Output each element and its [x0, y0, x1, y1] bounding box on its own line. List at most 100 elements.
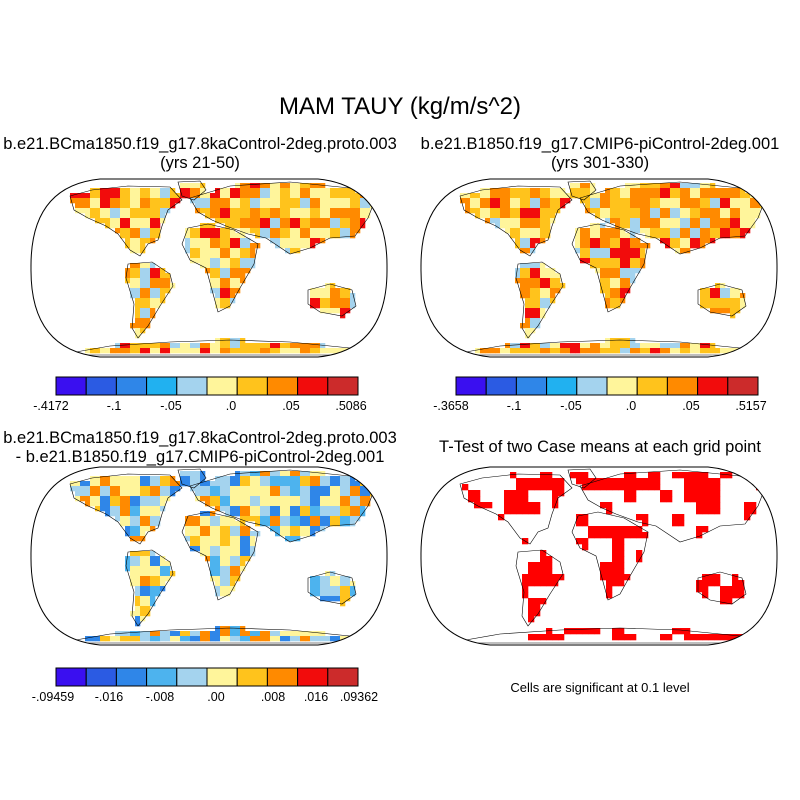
panel-3-case-name: b.e21.BCma1850.f19_g17.8kaControl-2deg.p…	[3, 429, 397, 447]
colorbar-1-box-8	[266, 376, 299, 396]
map-1-coast-australia	[307, 283, 357, 317]
panel-2-title: b.e21.B1850.f19_g17.CMIP6-piControl-2deg…	[400, 135, 800, 173]
colorbar-3-box-1	[55, 667, 87, 687]
colorbar-1-box-10	[327, 376, 359, 396]
colorbar-3-box-6	[206, 667, 238, 687]
map-4-border	[420, 466, 778, 646]
map-1-border	[30, 178, 388, 358]
colorbar-2-box-10	[727, 376, 759, 396]
colorbar-1-label-max: .5086	[335, 399, 366, 413]
colorbar-1-label-0.05: .05	[282, 399, 299, 413]
colorbar-3-box-5	[176, 667, 208, 687]
colorbar-2-label-0.05: .05	[682, 399, 699, 413]
colorbar-panel-1: -.4172 -.1 -.05 .0 .05 .5086	[33, 376, 367, 413]
map-2-coast-africa	[571, 223, 649, 313]
map-1-coast-eurasia	[189, 181, 376, 255]
colorbar-1-box-3	[115, 376, 148, 396]
panel-4-title: T-Test of two Case means at each grid po…	[400, 438, 800, 457]
map-panel-1	[30, 178, 388, 358]
colorbar-3-box-2	[85, 667, 117, 687]
panel-4-ttest-title: T-Test of two Case means at each grid po…	[439, 438, 761, 456]
map-1-coast-africa	[181, 223, 259, 313]
map-4-coast-africa	[571, 511, 649, 601]
map-4-coast-australia	[697, 571, 747, 605]
colorbar-1-label-zero: .0	[226, 399, 236, 413]
colorbar-3-label-min: -.09459	[32, 690, 74, 704]
map-3-field	[69, 468, 376, 644]
map-4-coast-eurasia	[579, 469, 766, 543]
map-3-coast-antarctica	[69, 627, 371, 644]
colorbar-3-box-3	[115, 667, 148, 687]
map-4-field	[459, 468, 766, 644]
colorbar-3-label-zero: .00	[207, 690, 224, 704]
map-panel-3	[30, 466, 388, 646]
colorbar-3-box-4	[146, 667, 178, 687]
map-1-field	[69, 180, 376, 356]
map-3-coast-northAmerica	[69, 473, 183, 545]
map-1-coast-northAmerica	[69, 185, 183, 257]
panel-1-case-name: b.e21.BCma1850.f19_g17.8kaControl-2deg.p…	[3, 135, 397, 153]
colorbar-1-box-6	[206, 376, 238, 396]
map-2-coast-southAmerica	[515, 261, 564, 339]
colorbar-3-label-neg-0.016: -.016	[95, 690, 124, 704]
colorbar-2-box-1	[455, 376, 487, 396]
colorbar-1-label-neg-0.1: -.1	[107, 399, 122, 413]
map-panel-2	[420, 178, 778, 358]
colorbar-1-box-5	[176, 376, 208, 396]
main-title: MAM TAUY (kg/m/s^2)	[279, 93, 521, 120]
colorbar-3-box-7	[236, 667, 268, 687]
map-2-coast-eurasia	[579, 181, 766, 255]
colorbar-1-box-9	[297, 376, 329, 396]
colorbar-3-label-neg-0.008: -.008	[146, 690, 175, 704]
colorbar-2-box-4	[546, 376, 578, 396]
map-3-coast-eurasia	[189, 469, 376, 543]
colorbar-2-label-min: -.3658	[433, 399, 468, 413]
map-1-coast-southAmerica	[125, 261, 174, 339]
panel-3-minus-case: - b.e21.B1850.f19_g17.CMIP6-piControl-2d…	[15, 448, 385, 466]
map-panel-4	[420, 466, 778, 646]
colorbar-1-box-1	[55, 376, 87, 396]
colorbar-2-label-neg-0.05: -.05	[560, 399, 582, 413]
panel-1-title: b.e21.BCma1850.f19_g17.8kaControl-2deg.p…	[0, 135, 400, 173]
colorbar-3-box-10	[327, 667, 359, 687]
map-3-coast-australia	[307, 571, 357, 605]
map-4-coast-antarctica	[459, 627, 761, 644]
map-4-coast-southAmerica	[515, 549, 564, 627]
map-4-coast-northAmerica	[459, 473, 573, 545]
map-3-border	[30, 466, 388, 646]
colorbar-3-label-max: .09362	[340, 690, 378, 704]
colorbar-2-label-neg-0.1: -.1	[507, 399, 522, 413]
colorbar-2-box-2	[485, 376, 517, 396]
significance-note: Cells are significant at 0.1 level	[510, 680, 690, 695]
map-2-coast-antarctica	[459, 339, 761, 356]
colorbar-3-box-8	[266, 667, 299, 687]
colorbar-2-box-9	[697, 376, 729, 396]
colorbar-1-label-neg-0.05: -.05	[160, 399, 182, 413]
colorbar-panel-2: -.3658 -.1 -.05 .0 .05 .5157	[433, 376, 767, 413]
colorbar-2-box-6	[606, 376, 638, 396]
colorbar-2-label-max: .5157	[735, 399, 766, 413]
map-1-coast-antarctica	[69, 339, 371, 356]
panel-1-years: (yrs 21-50)	[160, 154, 240, 172]
map-2-border	[420, 178, 778, 358]
panel-3-title: b.e21.BCma1850.f19_g17.8kaControl-2deg.p…	[0, 429, 400, 467]
colorbar-3-label-0.016: .016	[304, 690, 328, 704]
map-2-coast-australia	[697, 283, 747, 317]
colorbar-3-label-0.008: .008	[261, 690, 285, 704]
colorbar-2-box-3	[515, 376, 548, 396]
colorbar-1-box-7	[236, 376, 268, 396]
colorbar-1-label-min: -.4172	[33, 399, 68, 413]
map-2-coast-northAmerica	[459, 185, 573, 257]
colorbar-3-box-9	[297, 667, 329, 687]
panel-2-case-name: b.e21.B1850.f19_g17.CMIP6-piControl-2deg…	[420, 135, 780, 153]
map-2-field	[459, 180, 766, 356]
map-3-coast-africa	[181, 511, 259, 601]
colorbar-2-label-zero: .0	[626, 399, 636, 413]
colorbar-2-box-8	[666, 376, 699, 396]
colorbar-1-box-4	[146, 376, 178, 396]
map-3-coast-southAmerica	[125, 549, 174, 627]
colorbar-1-box-2	[85, 376, 117, 396]
colorbar-panel-3: -.09459 -.016 -.008 .00 .008 .016 .09362	[32, 667, 378, 704]
colorbar-2-box-7	[636, 376, 668, 396]
colorbar-2-box-5	[576, 376, 608, 396]
